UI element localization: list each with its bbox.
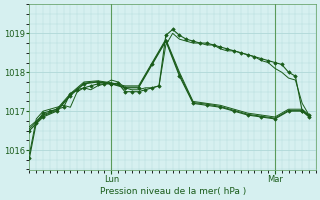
X-axis label: Pression niveau de la mer( hPa ): Pression niveau de la mer( hPa ): [100, 187, 246, 196]
